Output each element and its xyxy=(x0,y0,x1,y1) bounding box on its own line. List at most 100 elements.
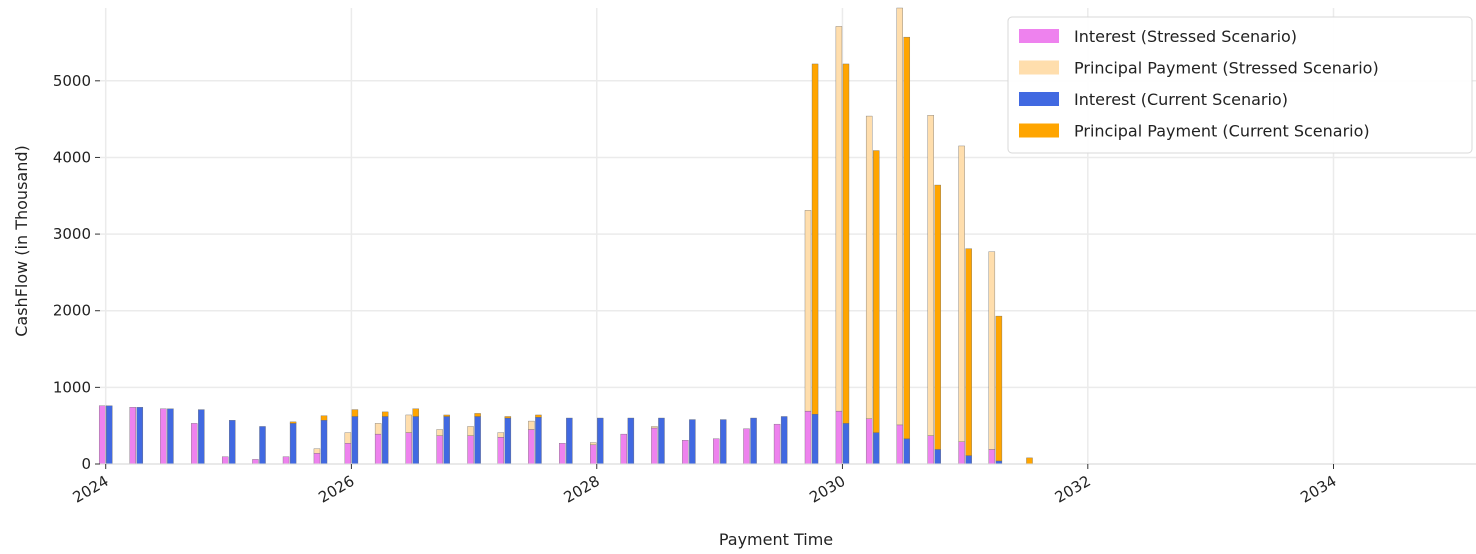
bar-interest-current-scenario xyxy=(198,409,205,465)
bar-interest-stressed-scenario xyxy=(651,427,658,465)
bar-principal-payment-current-scenario xyxy=(995,315,1003,462)
bar-principal-payment-current-scenario xyxy=(965,248,972,456)
bar-interest-current-scenario xyxy=(289,423,297,465)
bar-principal-payment-current-scenario xyxy=(474,413,481,417)
bar-principal-payment-stressed-scenario xyxy=(651,426,658,429)
bar-interest-current-scenario xyxy=(381,416,389,465)
bar-interest-current-scenario xyxy=(842,423,850,465)
legend-swatch xyxy=(1019,60,1059,75)
x-tick-label: 2024 xyxy=(70,472,112,507)
bar-principal-payment-current-scenario xyxy=(412,408,419,417)
y-tick-label: 0 xyxy=(81,455,91,473)
bar-principal-payment-current-scenario xyxy=(381,411,389,417)
bar-interest-stressed-scenario xyxy=(98,405,106,465)
bar-interest-current-scenario xyxy=(566,417,573,465)
bar-principal-payment-current-scenario xyxy=(289,421,297,424)
bar-interest-current-scenario xyxy=(351,416,359,465)
bar-interest-stressed-scenario xyxy=(344,443,352,465)
bar-interest-current-scenario xyxy=(474,416,481,465)
bar-principal-payment-current-scenario xyxy=(443,414,450,417)
bar-interest-stressed-scenario xyxy=(374,433,382,465)
bar-interest-stressed-scenario xyxy=(129,407,136,465)
x-tick-label: 2030 xyxy=(806,472,848,507)
bar-interest-current-scenario xyxy=(320,420,328,465)
bar-interest-stressed-scenario xyxy=(620,433,628,465)
x-tick-label: 2034 xyxy=(1297,472,1339,507)
bar-interest-stressed-scenario xyxy=(252,459,259,465)
legend-box xyxy=(1007,16,1473,154)
legend-swatch xyxy=(1019,29,1059,43)
bar-principal-payment-stressed-scenario xyxy=(528,420,535,430)
bar-principal-payment-current-scenario xyxy=(504,416,512,419)
bar-interest-current-scenario xyxy=(780,416,788,465)
bar-principal-payment-stressed-scenario xyxy=(374,423,382,435)
bar-interest-stressed-scenario xyxy=(896,424,903,465)
bar-interest-stressed-scenario xyxy=(191,423,198,465)
bar-principal-payment-current-scenario xyxy=(351,409,359,417)
x-axis-title: Payment Time xyxy=(719,530,833,549)
bar-interest-stressed-scenario xyxy=(160,408,167,465)
bar-principal-payment-stressed-scenario xyxy=(835,26,843,412)
bar-interest-stressed-scenario xyxy=(282,456,290,465)
bar-interest-stressed-scenario xyxy=(405,432,412,465)
bar-interest-current-scenario xyxy=(136,407,144,465)
y-tick-label: 2000 xyxy=(53,302,91,320)
bar-principal-payment-current-scenario xyxy=(811,63,819,415)
bar-interest-current-scenario xyxy=(689,419,696,465)
bar-interest-stressed-scenario xyxy=(988,449,996,465)
y-axis-title: CashFlow (in Thousand) xyxy=(12,145,31,337)
bar-interest-stressed-scenario xyxy=(958,441,965,465)
bar-interest-current-scenario xyxy=(965,455,972,465)
bar-interest-current-scenario xyxy=(167,408,174,465)
bar-principal-payment-current-scenario xyxy=(934,184,941,450)
bar-principal-payment-current-scenario xyxy=(903,36,911,439)
bar-principal-payment-current-scenario xyxy=(1026,457,1033,465)
bar-interest-current-scenario xyxy=(903,438,911,465)
bar-interest-stressed-scenario xyxy=(804,410,812,465)
bar-principal-payment-stressed-scenario xyxy=(467,426,474,436)
bar-interest-stressed-scenario xyxy=(436,435,443,465)
bar-interest-stressed-scenario xyxy=(713,438,720,465)
bar-principal-payment-stressed-scenario xyxy=(865,115,873,419)
bar-interest-current-scenario xyxy=(504,417,512,465)
legend-swatch xyxy=(1019,123,1059,138)
legend-label: Interest (Stressed Scenario) xyxy=(1074,27,1297,46)
bar-principal-payment-current-scenario xyxy=(535,414,542,418)
bar-principal-payment-stressed-scenario xyxy=(313,448,321,454)
legend-swatch xyxy=(1019,92,1059,106)
bar-interest-stressed-scenario xyxy=(313,453,321,465)
bar-interest-current-scenario xyxy=(658,417,665,465)
bar-interest-stressed-scenario xyxy=(773,423,781,465)
bar-principal-payment-current-scenario xyxy=(320,415,328,421)
y-tick-label: 5000 xyxy=(53,72,91,90)
bar-principal-payment-current-scenario xyxy=(842,63,850,424)
bar-principal-payment-stressed-scenario xyxy=(590,442,597,446)
legend-label: Principal Payment (Current Scenario) xyxy=(1074,122,1370,141)
bar-interest-current-scenario xyxy=(597,417,604,465)
x-tick-label: 2028 xyxy=(561,472,603,507)
bar-interest-stressed-scenario xyxy=(743,428,750,465)
x-tick-label: 2026 xyxy=(315,472,357,507)
y-tick-label: 1000 xyxy=(53,378,91,396)
bar-interest-current-scenario xyxy=(412,416,419,465)
bar-interest-stressed-scenario xyxy=(927,435,934,465)
bar-interest-current-scenario xyxy=(259,426,266,465)
bar-principal-payment-stressed-scenario xyxy=(405,414,412,433)
bar-interest-stressed-scenario xyxy=(682,440,689,465)
bar-interest-stressed-scenario xyxy=(222,456,229,465)
legend-label: Interest (Current Scenario) xyxy=(1074,90,1288,109)
bar-interest-stressed-scenario xyxy=(590,444,597,465)
bar-principal-payment-stressed-scenario xyxy=(497,432,505,438)
bar-interest-current-scenario xyxy=(229,420,236,465)
bar-interest-stressed-scenario xyxy=(528,429,535,465)
bar-principal-payment-stressed-scenario xyxy=(344,432,352,444)
bar-principal-payment-stressed-scenario xyxy=(436,429,443,436)
bar-interest-current-scenario xyxy=(811,414,819,465)
bar-principal-payment-stressed-scenario xyxy=(927,115,934,436)
bar-interest-current-scenario xyxy=(750,417,757,465)
bar-interest-current-scenario xyxy=(106,405,113,465)
bar-interest-current-scenario xyxy=(873,432,880,465)
bar-interest-current-scenario xyxy=(535,417,542,465)
